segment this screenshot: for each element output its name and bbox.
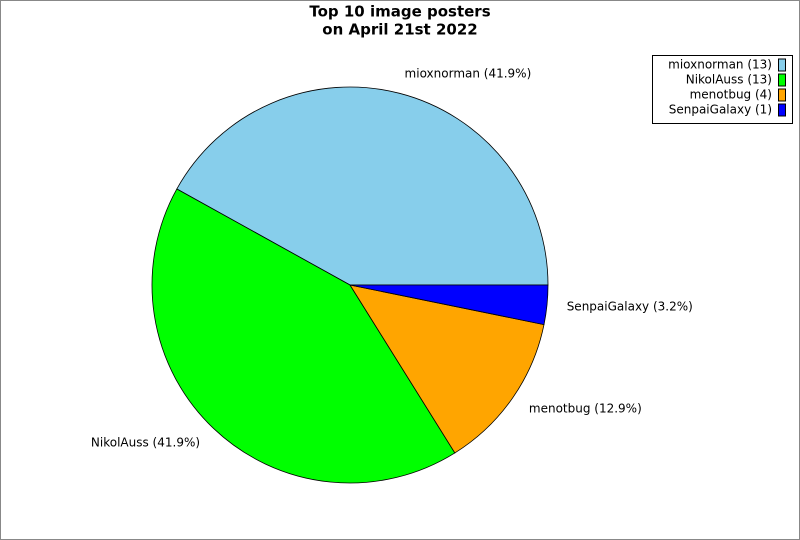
legend-label: mioxnorman (13): [668, 58, 772, 72]
legend-label: menotbug (4): [690, 88, 772, 102]
legend-swatch: [778, 103, 786, 117]
pie-slice: [151, 188, 456, 484]
slice-label: menotbug (12.9%): [529, 402, 642, 416]
pie-slice: [176, 86, 549, 286]
legend-swatch: [778, 88, 786, 102]
slice-label: NikolAuss (41.9%): [91, 435, 200, 449]
slice-label: mioxnorman (41.9%): [405, 67, 532, 81]
pie-slice: [349, 284, 549, 326]
chart-title: on April 21st 2022: [322, 21, 477, 39]
legend-swatch: [778, 58, 786, 72]
slice-label: SenpaiGalaxy (3.2%): [567, 299, 693, 313]
legend-swatch: [778, 73, 786, 87]
legend-box: [652, 55, 793, 124]
pie-slice: [349, 284, 545, 454]
legend-label: SenpaiGalaxy (1): [669, 103, 772, 117]
legend-label: NikolAuss (13): [686, 73, 772, 87]
chart-title: Top 10 image posters: [309, 3, 490, 21]
